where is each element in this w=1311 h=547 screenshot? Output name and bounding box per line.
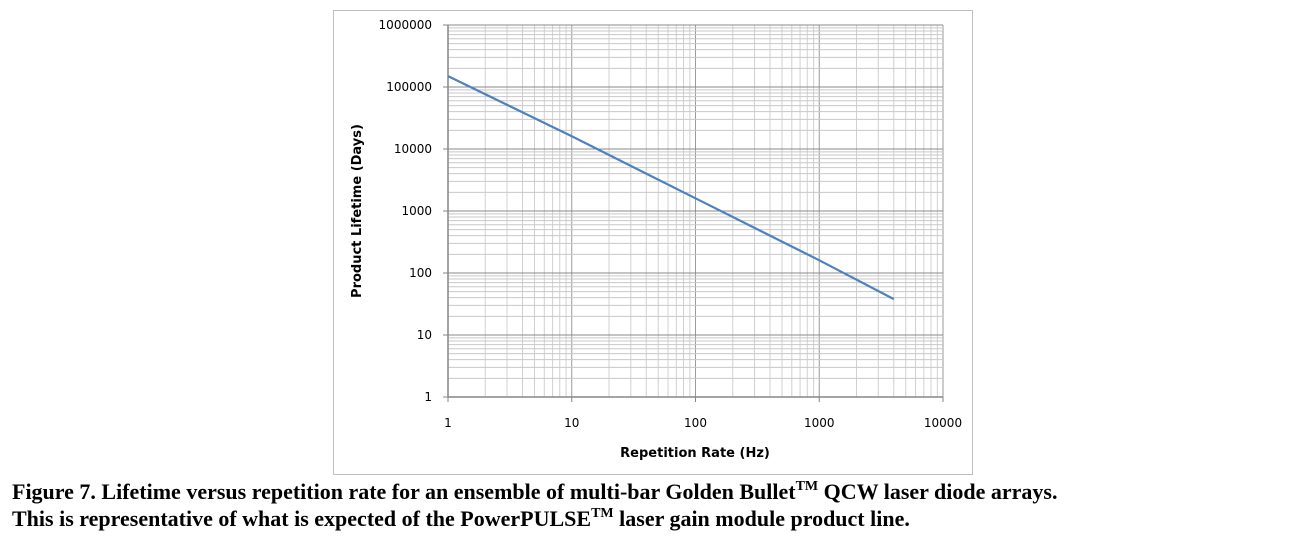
caption-text: QCW laser diode arrays.	[818, 479, 1058, 504]
x-tick-label: 1	[444, 416, 452, 430]
tick-labels: 1 10 100 1000 10000 1 10 100 1000 10000 100000 1000…	[379, 18, 963, 430]
axes	[443, 24, 944, 402]
y-tick-label: 10000	[394, 142, 432, 156]
trademark: TM	[591, 506, 614, 521]
caption-text: laser gain module product line.	[613, 506, 910, 531]
y-tick-label: 1	[424, 390, 432, 404]
caption-text: This is representative of what is expect…	[12, 506, 592, 531]
x-tick-label: 10	[564, 416, 579, 430]
y-axis-label: Product Lifetime (Days)	[350, 124, 365, 298]
y-tick-label: 1000000	[379, 18, 432, 32]
figure-caption: Figure 7. Lifetime versus repetition rat…	[12, 478, 1307, 532]
y-tick-label: 100000	[386, 80, 432, 94]
caption-text: Figure 7. Lifetime versus repetition rat…	[12, 479, 796, 504]
caption-line-2: This is representative of what is expect…	[12, 505, 1307, 532]
y-tick-label: 10	[417, 328, 432, 342]
grid	[447, 24, 944, 398]
x-tick-label: 10000	[924, 416, 962, 430]
x-tick-label: 100	[684, 416, 707, 430]
y-tick-label: 1000	[401, 204, 432, 218]
caption-line-1: Figure 7. Lifetime versus repetition rat…	[12, 478, 1307, 505]
y-tick-label: 100	[409, 266, 432, 280]
trademark: TM	[795, 479, 819, 494]
x-axis-label: Repetition Rate (Hz)	[620, 446, 770, 461]
series-line	[447, 75, 895, 301]
x-tick-label: 1000	[804, 416, 835, 430]
